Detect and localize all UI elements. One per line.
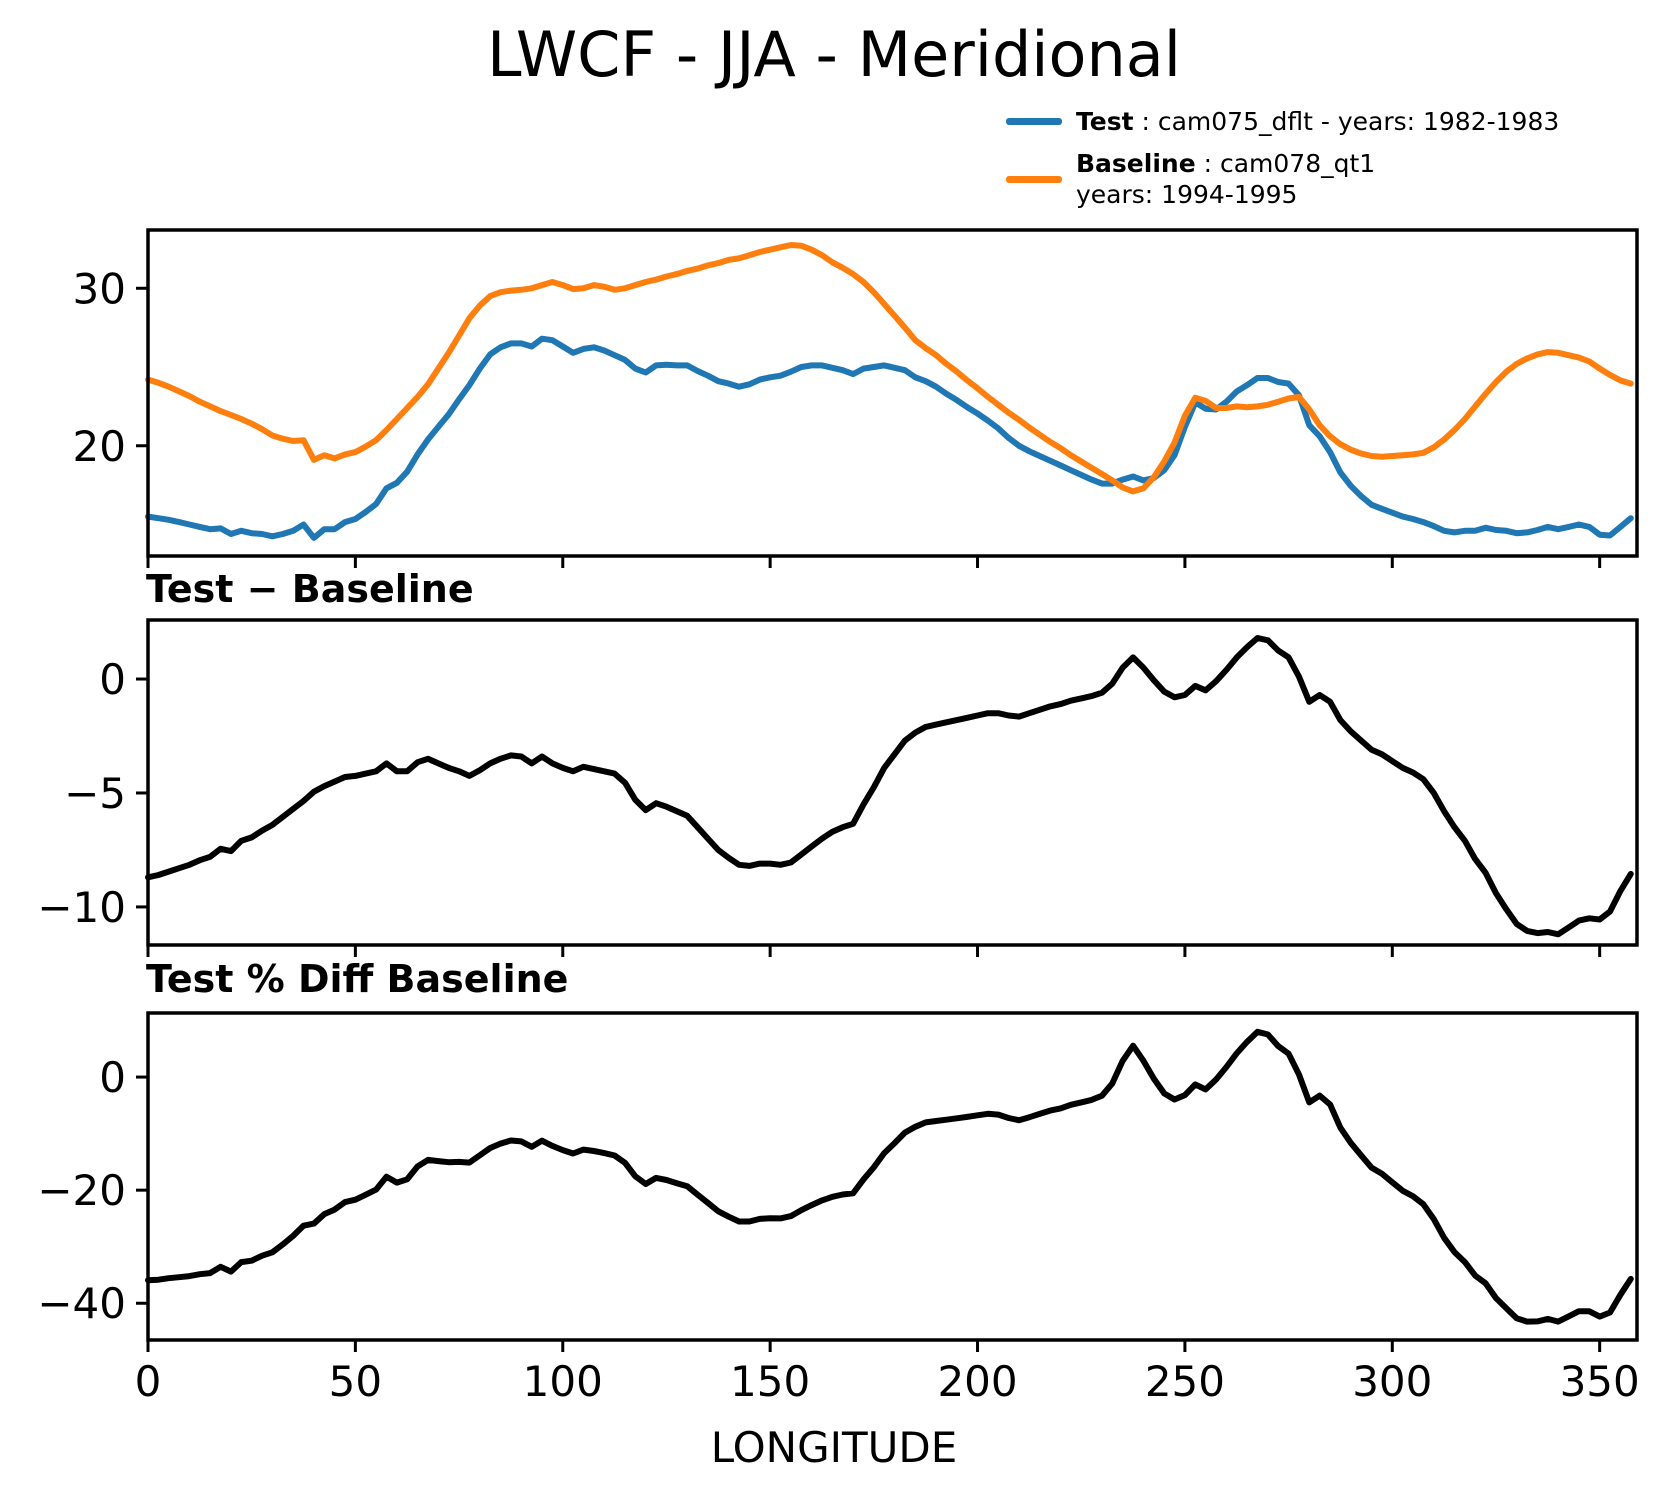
y-tick-label: 30	[73, 264, 126, 313]
baseline-line-swatch	[1006, 175, 1062, 183]
x-axis-label: LONGITUDE	[710, 1423, 958, 1472]
baseline-line	[145, 242, 1634, 495]
legend-test-sep: :	[1133, 107, 1158, 136]
test-line-swatch	[1006, 118, 1062, 125]
legend-label-baseline: Baseline : cam078_qt1 years: 1994-1995	[1076, 148, 1375, 210]
x-tick-label: 50	[329, 1357, 382, 1406]
x-tick-label: 0	[135, 1357, 162, 1406]
panel-title-diff: Test − Baseline	[146, 567, 474, 611]
x-tick-label: 100	[523, 1357, 603, 1406]
y-tick-label: −5	[64, 769, 126, 818]
x-tick-label: 200	[937, 1357, 1017, 1406]
figure-title: LWCF - JJA - Meridional	[487, 18, 1181, 91]
test-line	[145, 335, 1634, 541]
x-tick-label: 250	[1145, 1357, 1225, 1406]
legend-test-desc: cam075_dflt - years: 1982-1983	[1157, 107, 1560, 136]
legend-entry-test: Test : cam075_dflt - years: 1982-1983	[1006, 106, 1566, 137]
y-tick-label: 20	[73, 422, 126, 471]
legend-entry-baseline: Baseline : cam078_qt1 years: 1994-1995	[1006, 148, 1566, 210]
panel-frame	[146, 618, 1639, 947]
panel-frame	[146, 228, 1639, 558]
y-tick-label: 0	[99, 1053, 126, 1102]
panel-frame	[146, 1011, 1639, 1342]
y-tick-label: −40	[37, 1279, 126, 1328]
legend-baseline-name: Baseline	[1076, 149, 1196, 178]
legend-baseline-years: years: 1994-1995	[1076, 180, 1298, 209]
legend-label-test: Test : cam075_dflt - years: 1982-1983	[1076, 106, 1559, 137]
pct-diff-line	[145, 1028, 1634, 1325]
legend: Test : cam075_dflt - years: 1982-1983 Ba…	[1006, 106, 1566, 221]
y-tick-label: −10	[37, 883, 126, 932]
legend-baseline-sep: :	[1195, 149, 1220, 178]
x-tick-label: 150	[730, 1357, 810, 1406]
y-tick-label: −20	[37, 1166, 126, 1215]
legend-baseline-desc: cam078_qt1	[1219, 149, 1376, 178]
panel-title-pct: Test % Diff Baseline	[146, 957, 569, 1001]
x-tick-label: 300	[1352, 1357, 1432, 1406]
legend-test-name: Test	[1076, 107, 1134, 136]
diff-line	[145, 635, 1634, 938]
x-tick-label: 350	[1560, 1357, 1640, 1406]
y-tick-label: 0	[99, 655, 126, 704]
